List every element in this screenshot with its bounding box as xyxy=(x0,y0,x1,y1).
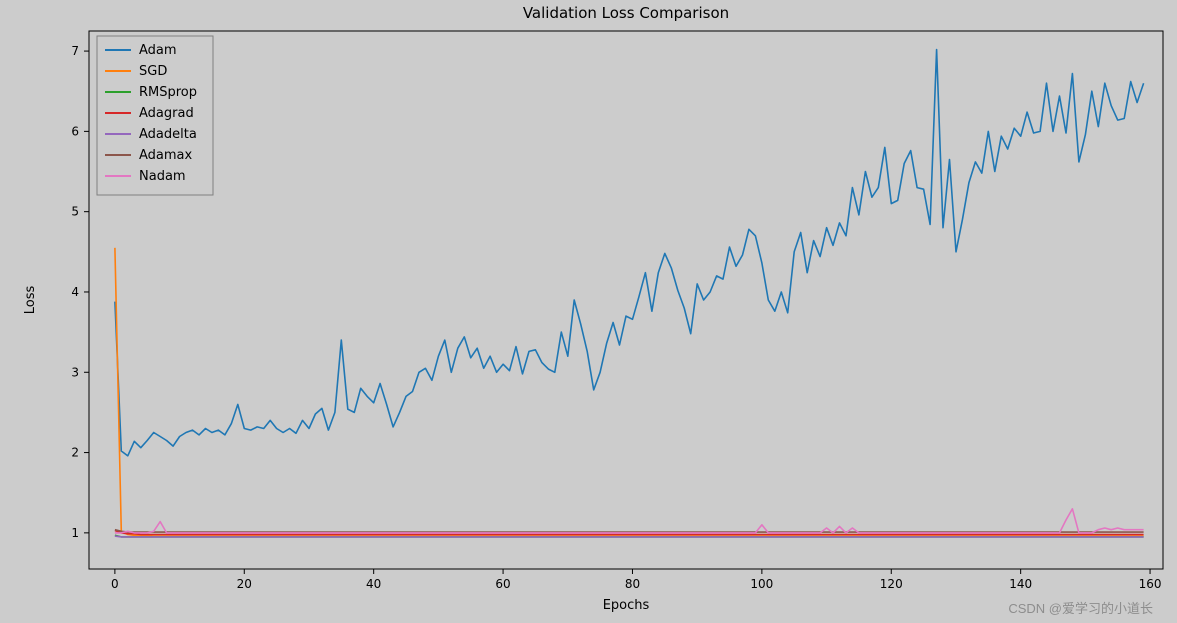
y-tick-label: 3 xyxy=(71,365,79,379)
x-tick-label: 120 xyxy=(880,577,903,591)
x-tick-label: 20 xyxy=(237,577,252,591)
x-tick-label: 40 xyxy=(366,577,381,591)
x-tick-label: 80 xyxy=(625,577,640,591)
plot-bg xyxy=(89,31,1163,569)
y-tick-label: 2 xyxy=(71,446,79,460)
x-tick-label: 100 xyxy=(750,577,773,591)
legend-label: RMSprop xyxy=(139,85,197,100)
y-tick-label: 1 xyxy=(71,526,79,540)
legend-label: Adadelta xyxy=(139,127,197,142)
x-tick-label: 140 xyxy=(1009,577,1032,591)
legend-label: Adamax xyxy=(139,148,193,163)
legend-label: SGD xyxy=(139,64,167,79)
y-tick-label: 6 xyxy=(71,124,79,138)
x-tick-label: 160 xyxy=(1139,577,1162,591)
y-tick-label: 7 xyxy=(71,44,79,58)
legend-label: Adagrad xyxy=(139,106,194,121)
x-axis-label: Epochs xyxy=(603,598,650,613)
y-tick-label: 5 xyxy=(71,205,79,219)
legend-label: Adam xyxy=(139,43,177,58)
y-axis-label: Loss xyxy=(23,286,38,315)
chart-title: Validation Loss Comparison xyxy=(523,4,729,22)
y-tick-label: 4 xyxy=(71,285,79,299)
x-tick-label: 60 xyxy=(495,577,510,591)
legend-label: Nadam xyxy=(139,169,186,184)
line-chart: Validation Loss Comparison02040608010012… xyxy=(0,0,1177,623)
x-tick-label: 0 xyxy=(111,577,119,591)
series-adadelta xyxy=(115,536,1144,537)
chart-container: Validation Loss Comparison02040608010012… xyxy=(0,0,1177,623)
